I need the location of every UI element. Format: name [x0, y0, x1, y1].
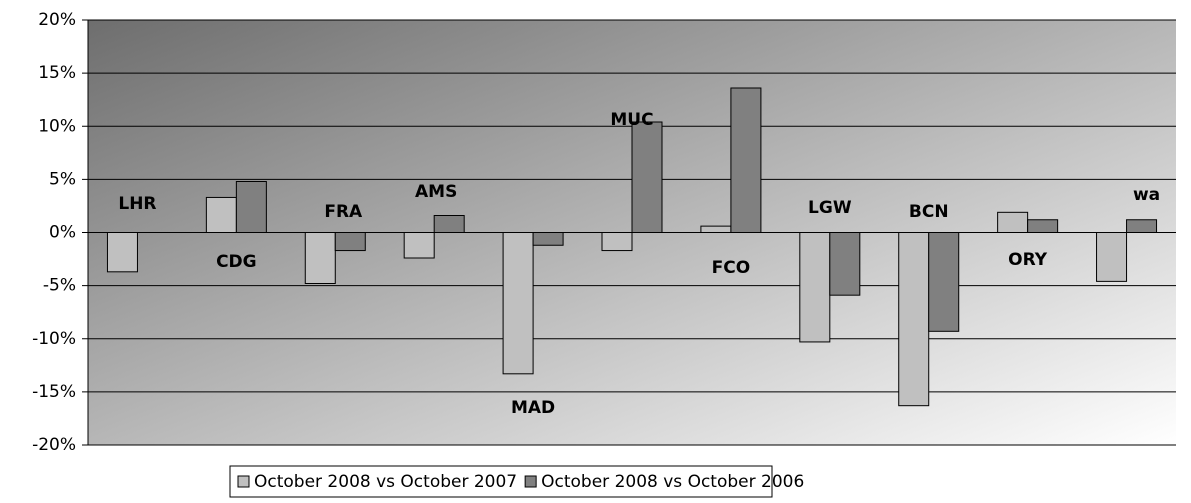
y-tick-label: -15% [32, 382, 76, 402]
y-tick-label: -5% [43, 276, 76, 296]
category-label: MUC [610, 110, 653, 130]
bar [532, 232, 564, 246]
category-label: CDG [216, 252, 257, 272]
bar [928, 232, 960, 332]
bar [799, 232, 831, 343]
category-label: LHR [118, 194, 156, 214]
category-label: MAD [511, 398, 555, 418]
y-tick-label: 15% [38, 63, 76, 83]
category-label: ORY [1008, 250, 1048, 270]
bar [730, 87, 762, 233]
bar [106, 232, 138, 273]
bar [829, 232, 861, 296]
bar [235, 181, 267, 233]
bar [205, 196, 237, 233]
bar [601, 232, 633, 252]
y-tick-label: 0% [49, 223, 76, 243]
bar [334, 232, 366, 252]
bar [403, 232, 435, 259]
category-label: wa [1133, 185, 1160, 205]
bar [502, 232, 534, 375]
legend-swatch [237, 475, 250, 488]
bar [433, 215, 465, 233]
legend-label: October 2008 vs October 2007 [254, 472, 517, 492]
category-label: BCN [909, 202, 949, 222]
y-tick-label: -10% [32, 329, 76, 349]
bar [997, 211, 1029, 233]
category-label: FCO [712, 258, 751, 278]
bar [1027, 219, 1059, 233]
bar [1096, 232, 1128, 282]
category-label: AMS [415, 182, 457, 202]
legend-label: October 2008 vs October 2006 [541, 472, 804, 492]
legend-swatch [524, 475, 537, 488]
bar [304, 232, 336, 284]
legend [229, 465, 773, 498]
y-tick-label: -20% [32, 435, 76, 455]
category-label: LGW [808, 198, 852, 218]
y-tick-label: 20% [38, 10, 76, 30]
bar [700, 225, 732, 233]
y-tick-label: 5% [49, 169, 76, 189]
y-tick-label: 10% [38, 116, 76, 136]
category-label: FRA [324, 202, 363, 222]
bar [631, 121, 663, 233]
bar [1126, 219, 1158, 233]
bar [898, 232, 930, 407]
